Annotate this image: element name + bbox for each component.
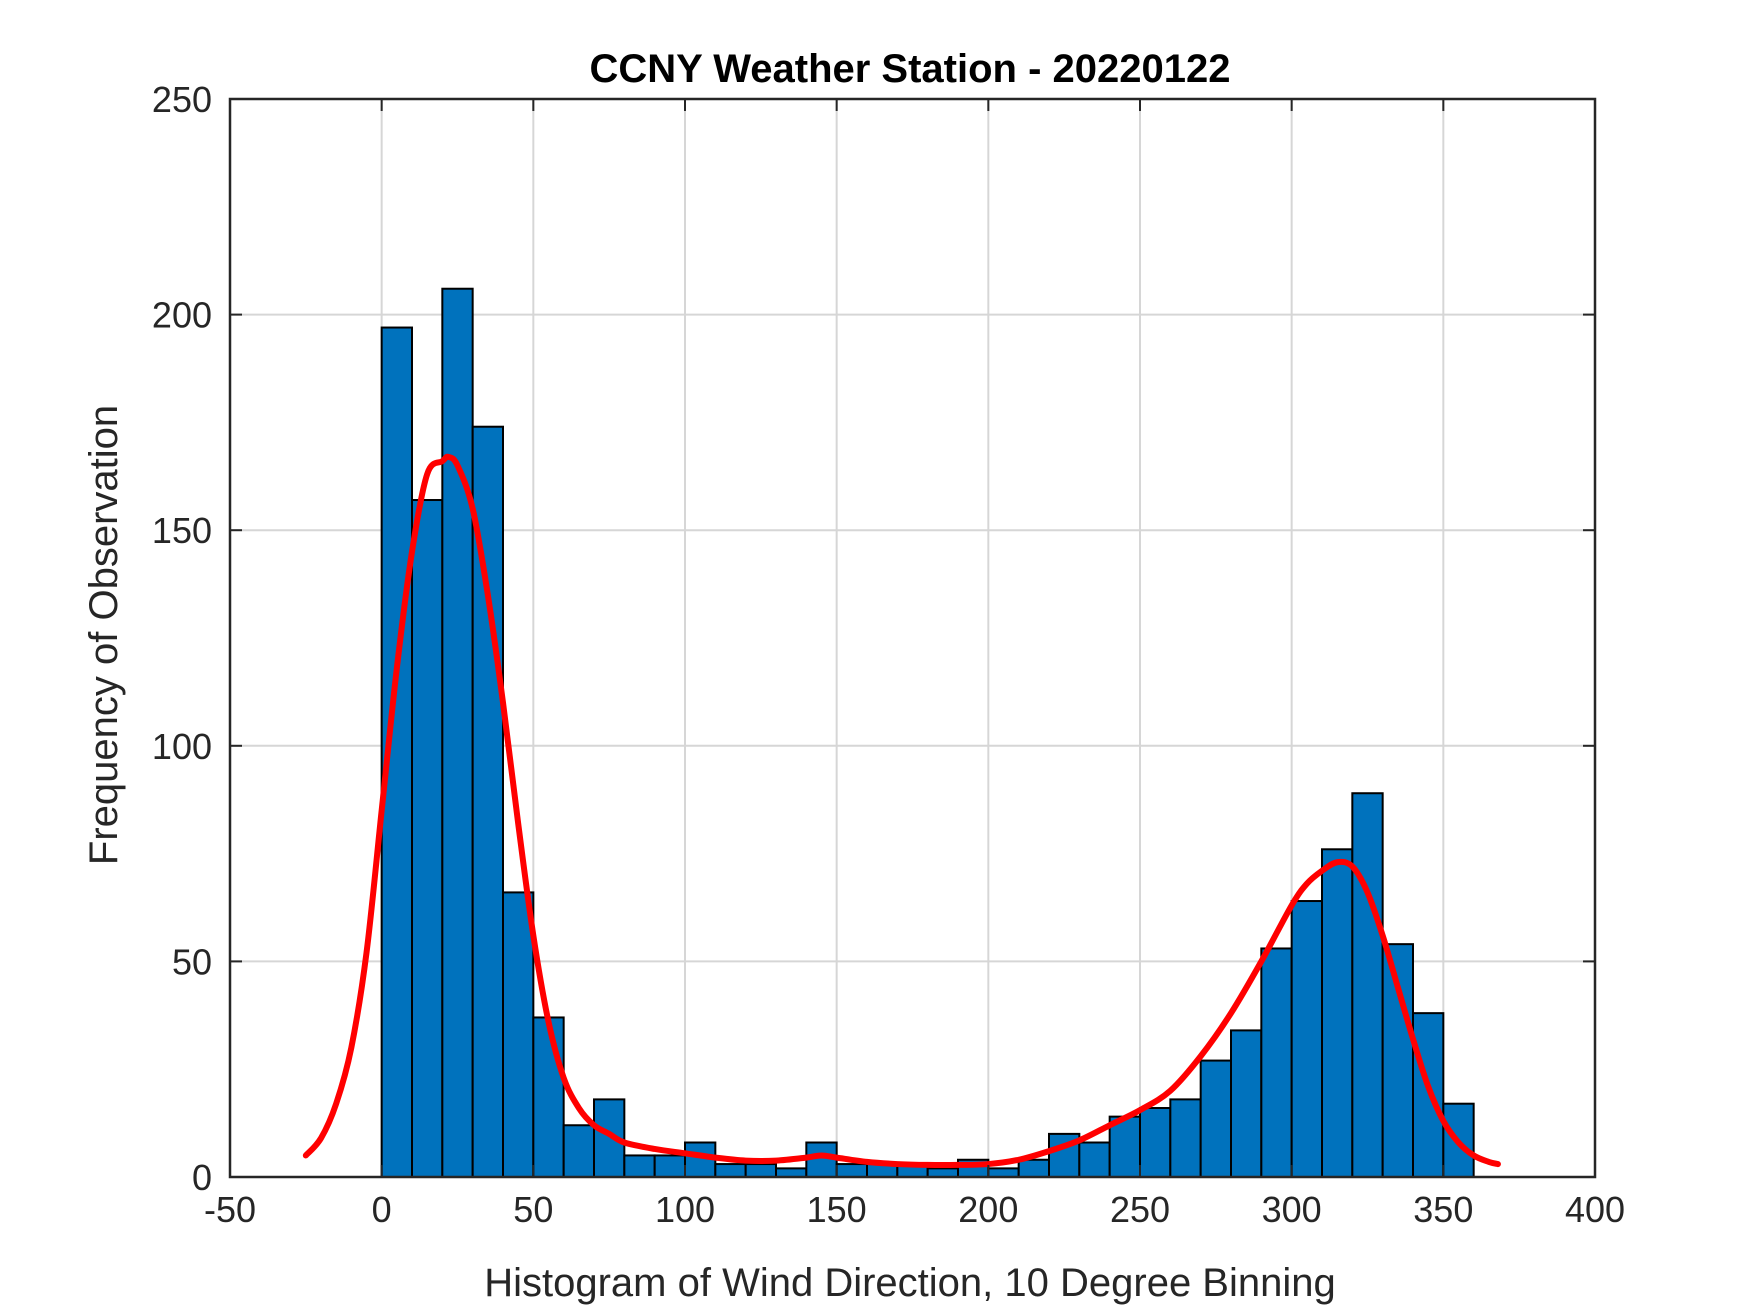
x-tick-label: 50 [513, 1189, 553, 1230]
y-tick-label: 50 [172, 941, 212, 982]
histogram-bar [744, 1163, 778, 1178]
histogram-bar [653, 1154, 687, 1178]
histogram-bar [502, 891, 535, 1179]
histogram-bar [1351, 792, 1384, 1178]
histogram-bar [1108, 1115, 1141, 1178]
histogram-bar [714, 1163, 747, 1178]
y-tick-label: 0 [192, 1157, 212, 1198]
histogram-bar [411, 499, 444, 1178]
y-tick-label: 150 [152, 510, 212, 551]
histogram-bars [380, 287, 1475, 1179]
histogram-bar [926, 1167, 960, 1178]
y-tick-label: 100 [152, 726, 212, 767]
y-axis-label: Frequency of Observation [82, 405, 126, 865]
histogram-bar [1017, 1158, 1051, 1178]
chart-title: CCNY Weather Station - 20220122 [590, 47, 1231, 91]
histogram-bar [987, 1167, 1020, 1178]
x-tick-label: 100 [655, 1189, 715, 1230]
histogram-bar [835, 1163, 869, 1178]
x-tick-label: -50 [204, 1189, 256, 1230]
histogram-bar [1078, 1141, 1111, 1179]
plot-frame [228, 97, 1597, 1179]
fit-curve [302, 453, 1501, 1169]
histogram-bar [1260, 947, 1293, 1178]
histogram-bar [1048, 1132, 1081, 1179]
axes-frame [228, 97, 1597, 1179]
histogram-bar [1412, 1012, 1445, 1178]
histogram-bar [1230, 1029, 1263, 1178]
x-tick-label: 0 [372, 1189, 392, 1230]
histogram-bar [1199, 1059, 1232, 1179]
histogram-bar [441, 287, 474, 1178]
histogram-bar [1290, 900, 1323, 1178]
x-tick-label: 300 [1262, 1189, 1322, 1230]
histogram-bar [532, 1016, 565, 1178]
x-tick-label: 400 [1565, 1189, 1625, 1230]
x-tick-label: 200 [958, 1189, 1018, 1230]
histogram-bar [562, 1124, 596, 1178]
histogram-bar [1139, 1107, 1172, 1179]
axis-ticks: -50 0 50 100 150 200 250 300 350 4000501001502002… [152, 79, 1625, 1230]
y-tick-label: 200 [152, 295, 212, 336]
histogram-bar [623, 1154, 656, 1178]
fit-curve-line [302, 453, 1501, 1169]
histogram-bar [1321, 848, 1354, 1179]
histogram-bar [1169, 1098, 1202, 1179]
x-axis-label: Histogram of Wind Direction, 10 Degree B… [484, 1261, 1336, 1305]
x-tick-label: 350 [1413, 1189, 1473, 1230]
histogram-bar [775, 1167, 808, 1178]
x-tick-label: 150 [807, 1189, 867, 1230]
x-tick-label: 250 [1110, 1189, 1170, 1230]
y-tick-label: 250 [152, 79, 212, 120]
